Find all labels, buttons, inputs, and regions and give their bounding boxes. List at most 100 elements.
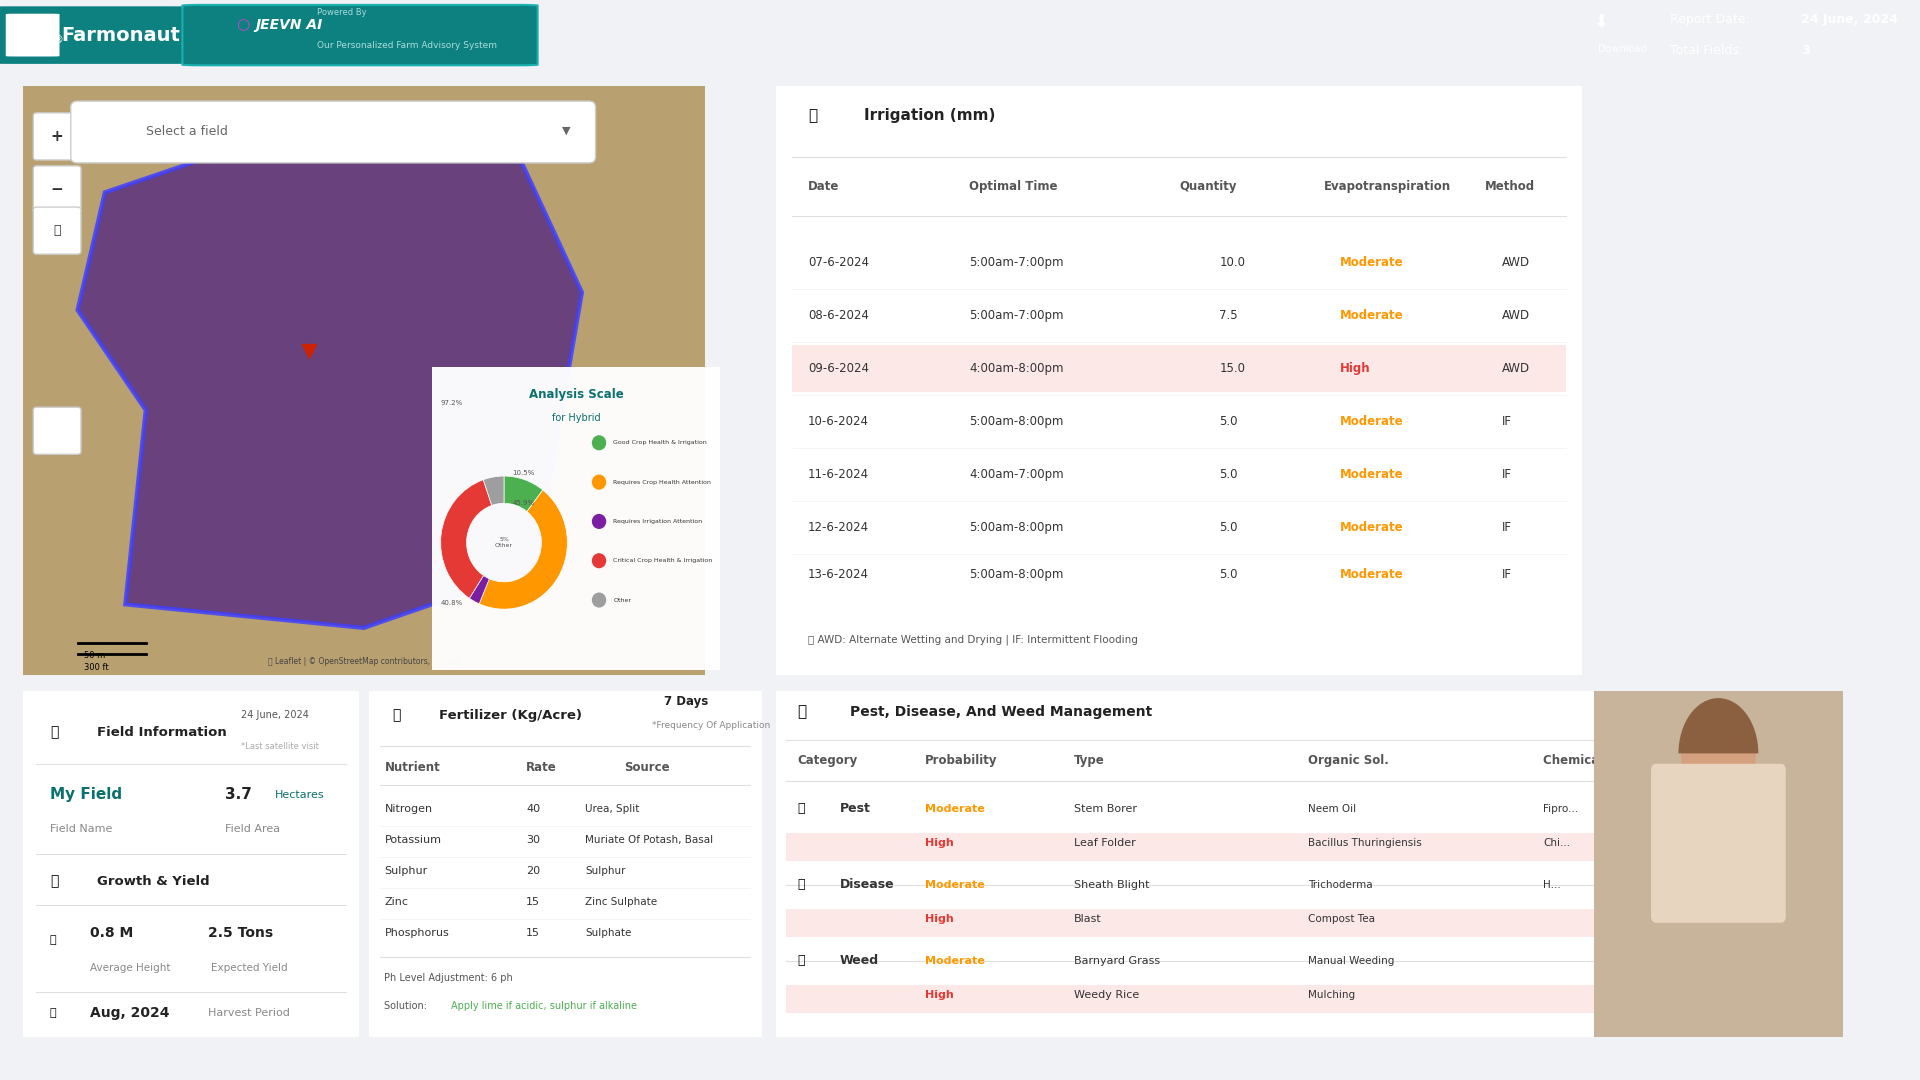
Text: My Field: My Field [50, 787, 123, 802]
Text: Blast: Blast [1073, 915, 1102, 924]
Text: IF: IF [1501, 469, 1511, 482]
Text: Select a field: Select a field [146, 124, 228, 137]
Text: 5:00am-8:00pm: 5:00am-8:00pm [970, 416, 1064, 429]
FancyBboxPatch shape [1651, 764, 1786, 922]
Bar [787, 909, 1830, 936]
Text: 🧪: 🧪 [392, 708, 401, 723]
Text: Moderate: Moderate [925, 956, 985, 966]
Text: Type: Type [1073, 754, 1104, 767]
Text: Moderate: Moderate [925, 804, 985, 813]
Text: Quantity: Quantity [1179, 180, 1236, 193]
Text: High: High [925, 915, 954, 924]
Text: Zinc: Zinc [384, 897, 409, 907]
Text: 5:00am-8:00pm: 5:00am-8:00pm [970, 522, 1064, 535]
Text: IF: IF [1501, 522, 1511, 535]
Bar [791, 346, 1567, 392]
Text: 2.5 Tons: 2.5 Tons [207, 927, 273, 940]
FancyBboxPatch shape [755, 685, 1862, 1043]
Text: 24 June, 2024: 24 June, 2024 [1801, 13, 1897, 26]
Text: Other: Other [614, 597, 632, 603]
Text: Analysis Scale: Analysis Scale [528, 389, 624, 402]
Text: 0.8 M: 0.8 M [90, 927, 134, 940]
Text: Stem Borer: Stem Borer [1073, 804, 1137, 813]
Text: Harvest Period: Harvest Period [207, 1008, 290, 1017]
Text: Chi...: Chi... [1544, 838, 1571, 848]
FancyBboxPatch shape [6, 14, 60, 56]
Text: Urea, Split: Urea, Split [586, 804, 639, 813]
Text: Report Date:: Report Date: [1670, 13, 1755, 26]
Text: 4:00am-7:00pm: 4:00am-7:00pm [970, 469, 1064, 482]
Text: Weedy Rice: Weedy Rice [1073, 990, 1139, 1000]
Text: Rate: Rate [526, 760, 557, 773]
Text: 4:00am-8:00pm: 4:00am-8:00pm [970, 363, 1064, 376]
Text: Field Area: Field Area [225, 824, 280, 835]
Text: 5%
Other: 5% Other [495, 537, 513, 548]
Text: Organic Sol.: Organic Sol. [1309, 754, 1390, 767]
Text: Field Name: Field Name [50, 824, 111, 835]
Text: AWD: AWD [1501, 363, 1530, 376]
FancyBboxPatch shape [760, 75, 1597, 687]
Text: 15: 15 [526, 928, 540, 939]
Text: Potassium: Potassium [384, 835, 442, 845]
Wedge shape [503, 476, 543, 512]
Text: Trichoderma: Trichoderma [1309, 880, 1373, 890]
Text: Evapotranspiration: Evapotranspiration [1325, 180, 1452, 193]
Text: Date: Date [808, 180, 839, 193]
FancyBboxPatch shape [33, 166, 81, 213]
Text: IF: IF [1501, 416, 1511, 429]
Text: 🐛: 🐛 [797, 802, 804, 815]
Text: ▼: ▼ [561, 126, 570, 136]
Text: 300 ft: 300 ft [84, 663, 109, 672]
Text: 🌿: 🌿 [797, 955, 804, 968]
Text: AWD: AWD [1501, 310, 1530, 323]
Text: High: High [925, 990, 954, 1000]
Bar [787, 833, 1830, 861]
Text: High: High [1340, 363, 1371, 376]
Wedge shape [442, 480, 492, 598]
Circle shape [591, 553, 607, 568]
Text: Aug, 2024: Aug, 2024 [90, 1005, 169, 1020]
Text: Phosphorus: Phosphorus [384, 928, 449, 939]
Text: 10.0: 10.0 [1219, 256, 1246, 270]
Text: Method: Method [1486, 180, 1536, 193]
Text: ⛶: ⛶ [54, 225, 61, 238]
Text: 3.7: 3.7 [225, 787, 252, 802]
Text: Powered By: Powered By [317, 9, 367, 17]
Text: −: − [50, 181, 63, 197]
Text: Hectares: Hectares [275, 789, 324, 800]
Text: Expected Yield: Expected Yield [211, 962, 288, 973]
Circle shape [591, 474, 607, 489]
Text: Nutrient: Nutrient [384, 760, 440, 773]
Text: 24 June, 2024: 24 June, 2024 [242, 711, 309, 720]
Circle shape [591, 593, 607, 608]
Text: *Frequency Of Application: *Frequency Of Application [653, 721, 770, 730]
Text: Barnyard Grass: Barnyard Grass [1073, 956, 1160, 966]
Text: Fipro...: Fipro... [1544, 804, 1578, 813]
Text: Solution:: Solution: [384, 1001, 430, 1011]
Text: ®: ® [54, 35, 63, 45]
Text: Apply lime if acidic, sulphur if alkaline: Apply lime if acidic, sulphur if alkalin… [451, 1001, 637, 1011]
Text: 10-6-2024: 10-6-2024 [808, 416, 870, 429]
Text: Weed: Weed [839, 955, 879, 968]
Text: 12-6-2024: 12-6-2024 [808, 522, 870, 535]
Text: Zinc Sulphate: Zinc Sulphate [586, 897, 657, 907]
Text: Total Fields:: Total Fields: [1670, 44, 1747, 57]
Wedge shape [484, 476, 503, 505]
FancyBboxPatch shape [0, 6, 192, 64]
Text: 11-6-2024: 11-6-2024 [808, 469, 870, 482]
Circle shape [591, 514, 607, 529]
Bar [787, 985, 1830, 1013]
Text: 5.0: 5.0 [1219, 469, 1238, 482]
Text: Source: Source [624, 760, 670, 773]
Text: 40: 40 [526, 804, 540, 813]
FancyBboxPatch shape [361, 685, 770, 1043]
Text: 🔬: 🔬 [797, 878, 804, 891]
Text: Good Crop Health & Irrigation: Good Crop Health & Irrigation [614, 441, 707, 445]
Circle shape [591, 435, 607, 450]
Text: IF: IF [1501, 568, 1511, 581]
Text: Fertilizer (Kg/Acre): Fertilizer (Kg/Acre) [440, 708, 582, 721]
Text: Sulphur: Sulphur [384, 866, 428, 876]
Text: 🍃 Leaflet | © OpenStreetMap contributors, Google: 🍃 Leaflet | © OpenStreetMap contributors… [269, 657, 459, 666]
Text: 5.0: 5.0 [1219, 568, 1238, 581]
Text: 3: 3 [1801, 44, 1809, 57]
